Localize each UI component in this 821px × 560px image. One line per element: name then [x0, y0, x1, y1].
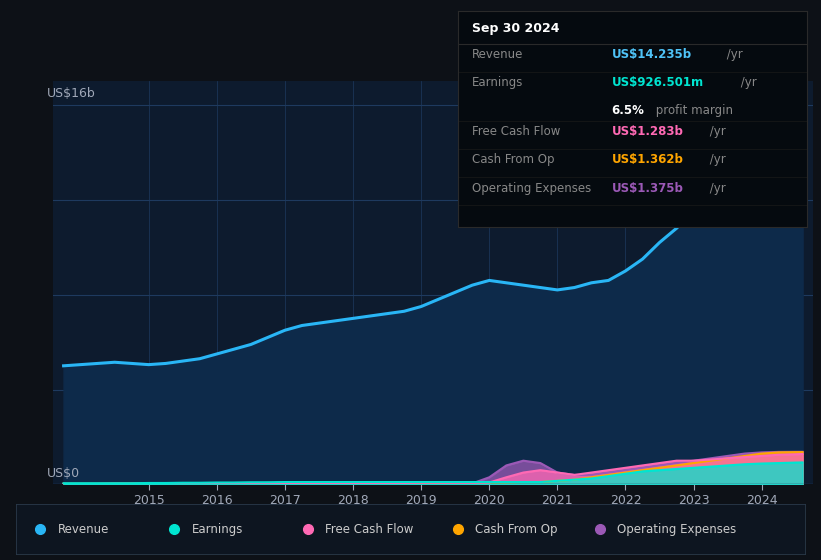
Text: Earnings: Earnings: [191, 522, 243, 536]
Text: US$1.283b: US$1.283b: [612, 125, 684, 138]
Text: Revenue: Revenue: [472, 48, 524, 61]
Text: US$1.375b: US$1.375b: [612, 181, 684, 194]
Text: Cash From Op: Cash From Op: [472, 153, 554, 166]
Text: /yr: /yr: [737, 76, 757, 89]
Text: Operating Expenses: Operating Expenses: [617, 522, 736, 536]
Text: Revenue: Revenue: [57, 522, 108, 536]
Text: Free Cash Flow: Free Cash Flow: [472, 125, 561, 138]
Text: US$1.362b: US$1.362b: [612, 153, 684, 166]
Text: /yr: /yr: [723, 48, 743, 61]
Text: Sep 30 2024: Sep 30 2024: [472, 22, 560, 35]
Text: US$0: US$0: [47, 466, 80, 480]
Text: US$16b: US$16b: [47, 87, 95, 100]
Text: /yr: /yr: [706, 125, 726, 138]
Text: Free Cash Flow: Free Cash Flow: [325, 522, 414, 536]
Text: /yr: /yr: [706, 181, 726, 194]
Text: 6.5%: 6.5%: [612, 104, 644, 117]
Text: /yr: /yr: [706, 153, 726, 166]
Text: Earnings: Earnings: [472, 76, 524, 89]
Text: US$926.501m: US$926.501m: [612, 76, 704, 89]
Text: Cash From Op: Cash From Op: [475, 522, 557, 536]
Text: profit margin: profit margin: [652, 104, 733, 117]
Text: Operating Expenses: Operating Expenses: [472, 181, 591, 194]
Text: US$14.235b: US$14.235b: [612, 48, 692, 61]
